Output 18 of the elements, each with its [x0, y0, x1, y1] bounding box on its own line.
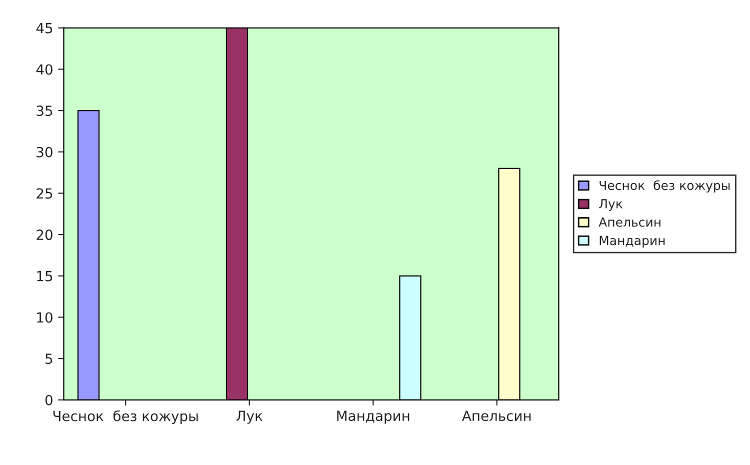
- y-tick-label: 45: [36, 23, 52, 34]
- legend-label: Чеснок без кожуры: [600, 180, 730, 193]
- x-tick-label: Лук: [236, 410, 262, 424]
- x-tick-label: Чеснок без кожуры: [53, 410, 198, 424]
- legend-label: Апельсин: [598, 218, 660, 227]
- y-tick-label: 10: [37, 312, 52, 323]
- y-tick-label: 25: [36, 188, 52, 199]
- x-tick-label: Мандарин: [337, 410, 410, 424]
- y-tick-label: 35: [36, 106, 52, 116]
- y-tick-label: 20: [36, 230, 52, 240]
- y-tick-label: 0: [45, 394, 52, 406]
- y-tick-label: 5: [46, 354, 52, 364]
- y-tick-label: 40: [36, 64, 52, 75]
- y-tick-label: 30: [36, 146, 52, 158]
- y-tick-label: 15: [37, 271, 52, 282]
- legend-label: Мандарин: [600, 236, 665, 248]
- x-tick-label: Апельсин: [462, 410, 531, 422]
- legend-label: Лук: [599, 199, 623, 211]
